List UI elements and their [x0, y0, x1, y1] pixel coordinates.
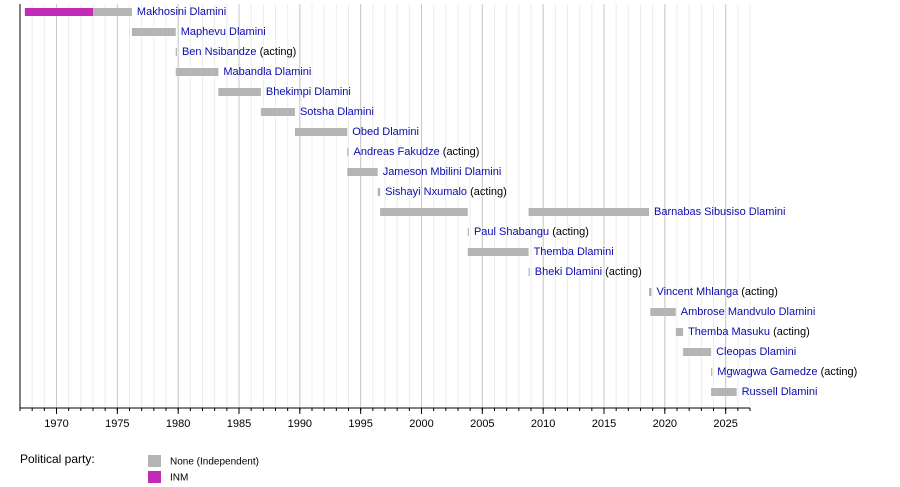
pm-note: (acting) — [260, 46, 297, 58]
x-tick-label: 1970 — [44, 418, 68, 430]
term-bar — [347, 148, 349, 156]
term-bar — [377, 188, 381, 196]
pm-name: Sishayi Nxumalo — [385, 186, 467, 198]
row-label: Sishayi Nxumalo (acting) — [385, 186, 507, 198]
row-label: Ben Nsibandze (acting) — [182, 46, 296, 58]
term-bar — [294, 128, 348, 136]
term-bar — [683, 348, 712, 356]
row-label: Jameson Mbilini Dlamini — [383, 166, 502, 178]
term-bar — [711, 388, 737, 396]
term-bar — [24, 8, 93, 16]
term-bar — [260, 108, 295, 116]
row-label: Themba Masuku (acting) — [688, 326, 810, 338]
x-tick-label: 2000 — [409, 418, 433, 430]
row-label: Mabandla Dlamini — [223, 66, 311, 78]
row-label: Bheki Dlamini (acting) — [535, 266, 642, 278]
legend-swatch — [148, 455, 161, 467]
term-bar — [528, 208, 650, 216]
row-label: Maphevu Dlamini — [181, 26, 266, 38]
term-bar — [175, 48, 177, 56]
x-tick-label: 2025 — [713, 418, 737, 430]
term-bar — [175, 68, 219, 76]
term-bar — [131, 28, 176, 36]
x-tick-label: 1985 — [227, 418, 251, 430]
pm-name: Mgwagwa Gamedze — [717, 366, 817, 378]
pm-name: Bhekimpi Dlamini — [266, 86, 351, 98]
term-bar — [380, 208, 468, 216]
term-bar — [675, 328, 684, 336]
pm-name: Maphevu Dlamini — [181, 26, 266, 38]
row-label: Sotsha Dlamini — [300, 106, 374, 118]
pm-name: Ambrose Mandvulo Dlamini — [681, 306, 816, 318]
row-label: Themba Dlamini — [534, 246, 614, 258]
pm-name: Vincent Mhlanga — [656, 286, 739, 298]
row-label: Andreas Fakudze (acting) — [354, 146, 480, 158]
row-label: Obed Dlamini — [352, 126, 419, 138]
term-bar — [649, 288, 652, 296]
pm-note: (acting) — [470, 186, 507, 198]
x-tick-label: 2010 — [531, 418, 555, 430]
pm-name: Bheki Dlamini — [535, 266, 602, 278]
pm-name: Makhosini Dlamini — [137, 6, 226, 18]
term-bar — [528, 268, 530, 276]
pm-name: Obed Dlamini — [352, 126, 419, 138]
pm-note: (acting) — [552, 226, 589, 238]
term-bar — [467, 228, 469, 236]
term-bar — [218, 88, 261, 96]
term-bar — [650, 308, 676, 316]
legend-label: INM — [170, 473, 188, 484]
x-tick-label: 1975 — [105, 418, 129, 430]
term-bar — [711, 368, 713, 376]
term-bar — [347, 168, 378, 176]
row-label: Vincent Mhlanga (acting) — [656, 286, 778, 298]
legend-label: None (Independent) — [170, 457, 259, 468]
row-label: Makhosini Dlamini — [137, 6, 226, 18]
pm-name: Themba Dlamini — [534, 246, 614, 258]
row-label: Cleopas Dlamini — [716, 346, 796, 358]
pm-note: (acting) — [741, 286, 778, 298]
legend-swatch — [148, 471, 161, 483]
x-tick-label: 1980 — [166, 418, 190, 430]
pm-note: (acting) — [773, 326, 810, 338]
term-bar — [93, 8, 132, 16]
x-tick-label: 1990 — [288, 418, 312, 430]
row-label: Russell Dlamini — [742, 386, 818, 398]
pm-name: Jameson Mbilini Dlamini — [383, 166, 502, 178]
row-label: Bhekimpi Dlamini — [266, 86, 351, 98]
pm-note: (acting) — [821, 366, 858, 378]
x-tick-label: 2020 — [653, 418, 677, 430]
pm-name: Andreas Fakudze — [354, 146, 440, 158]
row-label: Ambrose Mandvulo Dlamini — [681, 306, 816, 318]
pm-note: (acting) — [443, 146, 480, 158]
row-label: Paul Shabangu (acting) — [474, 226, 589, 238]
legend-title: Political party: — [20, 452, 95, 466]
pm-name: Ben Nsibandze — [182, 46, 257, 58]
x-tick-label: 2015 — [592, 418, 616, 430]
pm-name: Mabandla Dlamini — [223, 66, 311, 78]
pm-note: (acting) — [605, 266, 642, 278]
row-label: Mgwagwa Gamedze (acting) — [717, 366, 857, 378]
pm-name: Sotsha Dlamini — [300, 106, 374, 118]
pm-name: Cleopas Dlamini — [716, 346, 796, 358]
pm-name: Paul Shabangu — [474, 226, 549, 238]
x-tick-label: 2005 — [470, 418, 494, 430]
term-bar — [467, 248, 529, 256]
pm-name: Themba Masuku — [688, 326, 770, 338]
row-label: Barnabas Sibusiso Dlamini — [654, 206, 785, 218]
x-tick-label: 1995 — [348, 418, 372, 430]
pm-name: Barnabas Sibusiso Dlamini — [654, 206, 785, 218]
pm-name: Russell Dlamini — [742, 386, 818, 398]
